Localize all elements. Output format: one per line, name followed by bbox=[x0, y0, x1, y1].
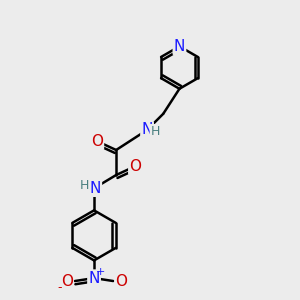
Text: -: - bbox=[57, 281, 62, 294]
Text: N: N bbox=[141, 122, 153, 137]
Text: O: O bbox=[91, 134, 103, 149]
Text: O: O bbox=[116, 274, 128, 289]
Text: N: N bbox=[89, 181, 101, 196]
Text: H: H bbox=[80, 179, 89, 192]
Text: H: H bbox=[151, 125, 160, 138]
Text: +: + bbox=[96, 267, 105, 277]
Text: O: O bbox=[129, 159, 141, 174]
Text: N: N bbox=[88, 271, 100, 286]
Text: N: N bbox=[174, 39, 185, 54]
Text: O: O bbox=[61, 274, 73, 289]
